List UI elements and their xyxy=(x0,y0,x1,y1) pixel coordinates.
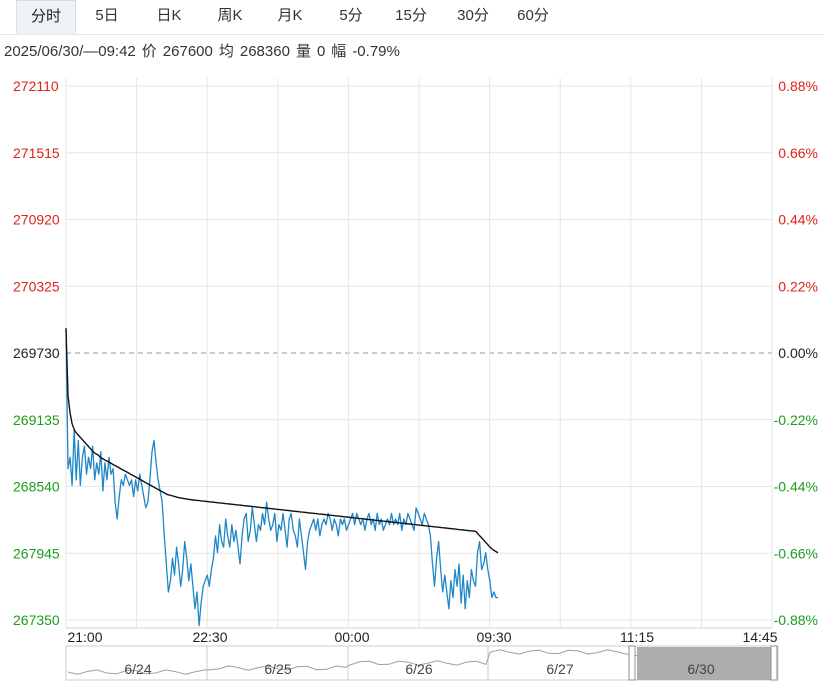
time-axis-labels: 21:00 22:30 00:00 09:30 11:15 14:45 xyxy=(67,629,777,645)
percent-tick-label: -0.22% xyxy=(774,412,818,428)
navigator-left-handle[interactable] xyxy=(628,645,636,681)
percent-tick-label: 0.00% xyxy=(778,345,818,361)
percent-tick-label: 0.88% xyxy=(778,78,818,94)
price-tick-label: 271515 xyxy=(13,145,60,161)
quote-datetime: 2025/06/30/—09:42 xyxy=(4,43,136,60)
tab-5day[interactable]: 5日 xyxy=(95,7,119,24)
price-label: 价 xyxy=(141,43,157,60)
time-tick-label: 14:45 xyxy=(742,629,777,645)
tab-weekly-k[interactable]: 周K xyxy=(217,7,243,24)
navigator-date-label: 6/24 xyxy=(124,661,151,677)
average-line xyxy=(65,328,499,554)
navigator-right-handle[interactable] xyxy=(770,645,778,681)
percent-tick-label: 0.44% xyxy=(778,212,818,228)
tab-intraday[interactable]: 分时 xyxy=(16,0,76,34)
time-tick-label: 21:00 xyxy=(67,629,102,645)
percent-tick-label: 0.66% xyxy=(778,145,818,161)
tab-monthly-k[interactable]: 月K xyxy=(277,7,303,24)
price-tick-label: 270920 xyxy=(13,212,60,228)
volume-label: 量 xyxy=(295,43,311,60)
volume-value: 0 xyxy=(316,43,326,60)
avg-label: 均 xyxy=(218,43,234,60)
price-tick-label: 270325 xyxy=(13,278,60,294)
change-label: 幅 xyxy=(331,43,347,60)
percent-tick-label: -0.44% xyxy=(774,479,818,495)
chart-series xyxy=(65,328,499,627)
percent-tick-label: 0.22% xyxy=(778,278,818,294)
quote-info-bar: 2025/06/30/—09:42 价 267600 均 268360 量 0 幅 -0.79% xyxy=(4,40,406,60)
price-tick-label: 268540 xyxy=(13,479,60,495)
navigator-selection[interactable] xyxy=(637,647,771,680)
tab-60min[interactable]: 60分 xyxy=(517,7,549,24)
change-value: -0.79% xyxy=(352,43,400,60)
price-line xyxy=(65,328,498,627)
time-tick-label: 11:15 xyxy=(620,629,654,645)
navigator-date-label: 6/25 xyxy=(264,661,291,677)
time-tick-label: 22:30 xyxy=(192,629,227,645)
time-tick-label: 09:30 xyxy=(476,629,511,645)
price-tick-label: 272110 xyxy=(13,78,59,94)
chart-grid xyxy=(65,78,773,629)
percent-tick-label: -0.88% xyxy=(774,612,818,628)
percent-axis-labels: 0.88% 0.66% 0.44% 0.22% 0.00% -0.22% -0.44% -0.… xyxy=(774,78,818,628)
price-value: 267600 xyxy=(162,43,213,60)
navigator-date-label: 6/26 xyxy=(405,661,432,677)
time-tick-label: 00:00 xyxy=(334,629,369,645)
date-navigator[interactable]: 6/24 6/25 6/26 6/27 6/30 xyxy=(65,645,779,681)
price-tick-label: 269135 xyxy=(13,412,60,428)
price-tick-label: 269730 xyxy=(13,345,60,361)
avg-value: 268360 xyxy=(239,43,290,60)
tab-30min[interactable]: 30分 xyxy=(457,7,489,24)
period-tab-bar: 分时 5日 日K 周K 月K 5分 15分 30分 60分 xyxy=(0,0,824,35)
tab-5min[interactable]: 5分 xyxy=(339,7,363,24)
tab-daily-k[interactable]: 日K xyxy=(156,7,182,24)
price-tick-label: 267945 xyxy=(13,545,60,561)
tab-15min[interactable]: 15分 xyxy=(395,7,427,24)
price-axis-labels: 272110 271515 270920 270325 269730 269135 2685… xyxy=(13,78,60,628)
navigator-date-label: 6/27 xyxy=(546,661,573,677)
price-tick-label: 267350 xyxy=(13,612,60,628)
percent-tick-label: -0.66% xyxy=(774,545,818,561)
navigator-date-label: 6/30 xyxy=(687,661,714,677)
